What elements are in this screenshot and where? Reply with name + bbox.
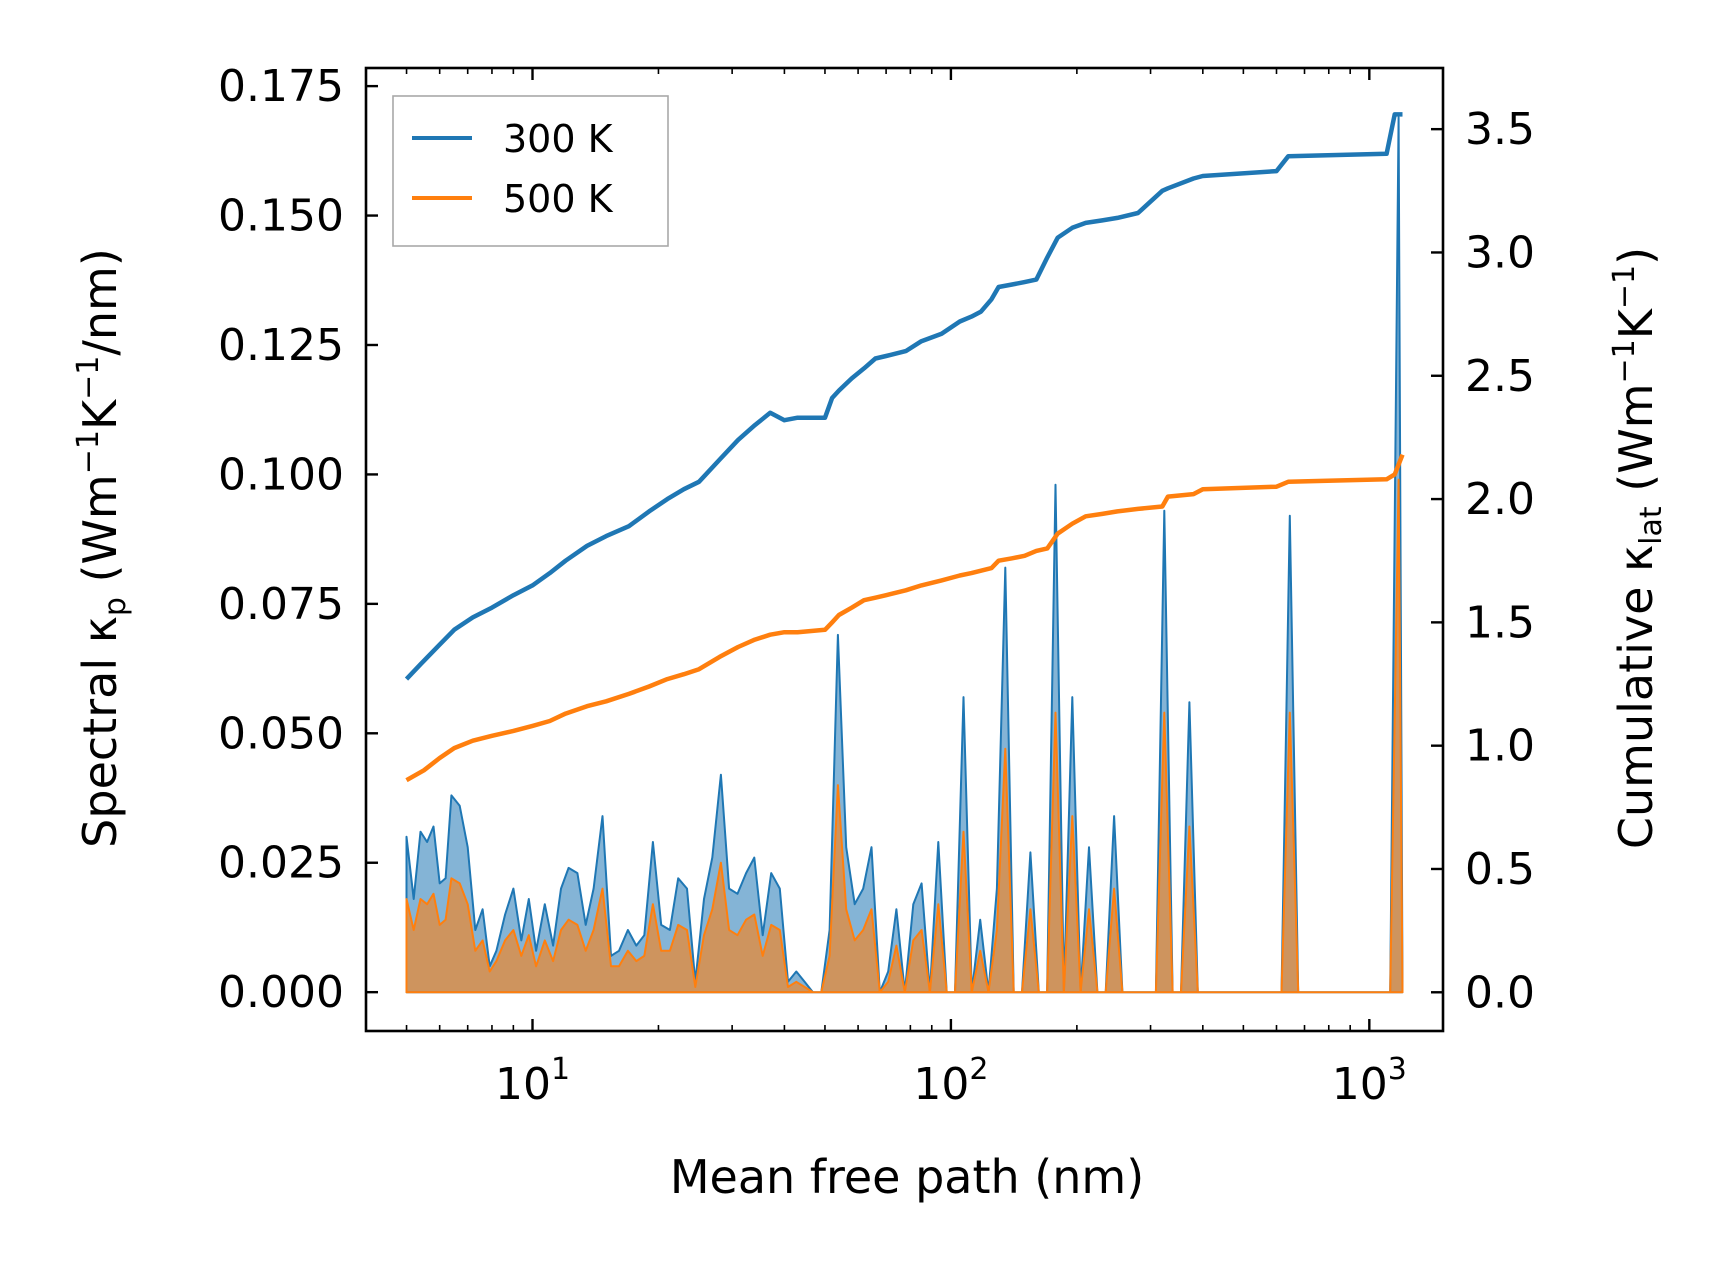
legend-label-500k: 500 K — [503, 177, 614, 221]
left-y-tick-label: 0.175 — [218, 61, 344, 112]
x-tick-label: 101 — [495, 1052, 570, 1110]
right-y-tick-label: 1.5 — [1465, 597, 1535, 648]
x-tick-label: 103 — [1332, 1052, 1407, 1110]
left-y-tick-label: 0.125 — [218, 320, 344, 371]
legend-box — [392, 95, 669, 247]
tick-labels: 0.000 0.025 0.050 0.075 0.100 0.125 0.150 0.175… — [218, 61, 1535, 1110]
spectral-area-500k — [405, 478, 1404, 994]
left-y-axis-label: Spectral κp (Wm−1K−1/nm) — [71, 248, 133, 848]
left-y-tick-label: 0.150 — [218, 191, 344, 242]
right-y-tick-label: 3.5 — [1465, 104, 1535, 155]
x-tick-label: 102 — [913, 1052, 988, 1110]
legend-label-300k: 300 K — [503, 117, 614, 161]
legend: 300 K 500 K — [392, 95, 669, 247]
cumulative-line-300k — [404, 112, 1403, 681]
plot-frame — [364, 66, 1445, 1033]
right-y-tick-label: 2.5 — [1465, 351, 1535, 402]
right-y-tick-label: 0.5 — [1465, 844, 1535, 895]
right-y-tick-label: 2.0 — [1465, 474, 1535, 525]
left-y-tick-label: 0.075 — [218, 579, 344, 630]
left-y-tick-label: 0.050 — [218, 708, 344, 759]
axis-ticks — [365, 68, 1443, 1031]
cumulative-line-500k — [405, 453, 1405, 783]
cumulative-lines — [404, 112, 1405, 783]
left-y-tick-label: 0.025 — [218, 838, 344, 889]
x-axis-label: Mean free path (nm) — [670, 1150, 1144, 1204]
right-y-tick-label: 0.0 — [1465, 967, 1535, 1018]
right-y-axis-label: Cumulative κlat (Wm−1K−1) — [1607, 247, 1669, 849]
right-y-tick-label: 3.0 — [1465, 227, 1535, 278]
spectral-fills — [405, 116, 1404, 994]
left-y-tick-label: 0.100 — [218, 449, 344, 500]
spectral-area-300k — [405, 116, 1404, 994]
right-y-tick-label: 1.0 — [1465, 721, 1535, 772]
left-y-tick-label: 0.000 — [218, 967, 344, 1018]
